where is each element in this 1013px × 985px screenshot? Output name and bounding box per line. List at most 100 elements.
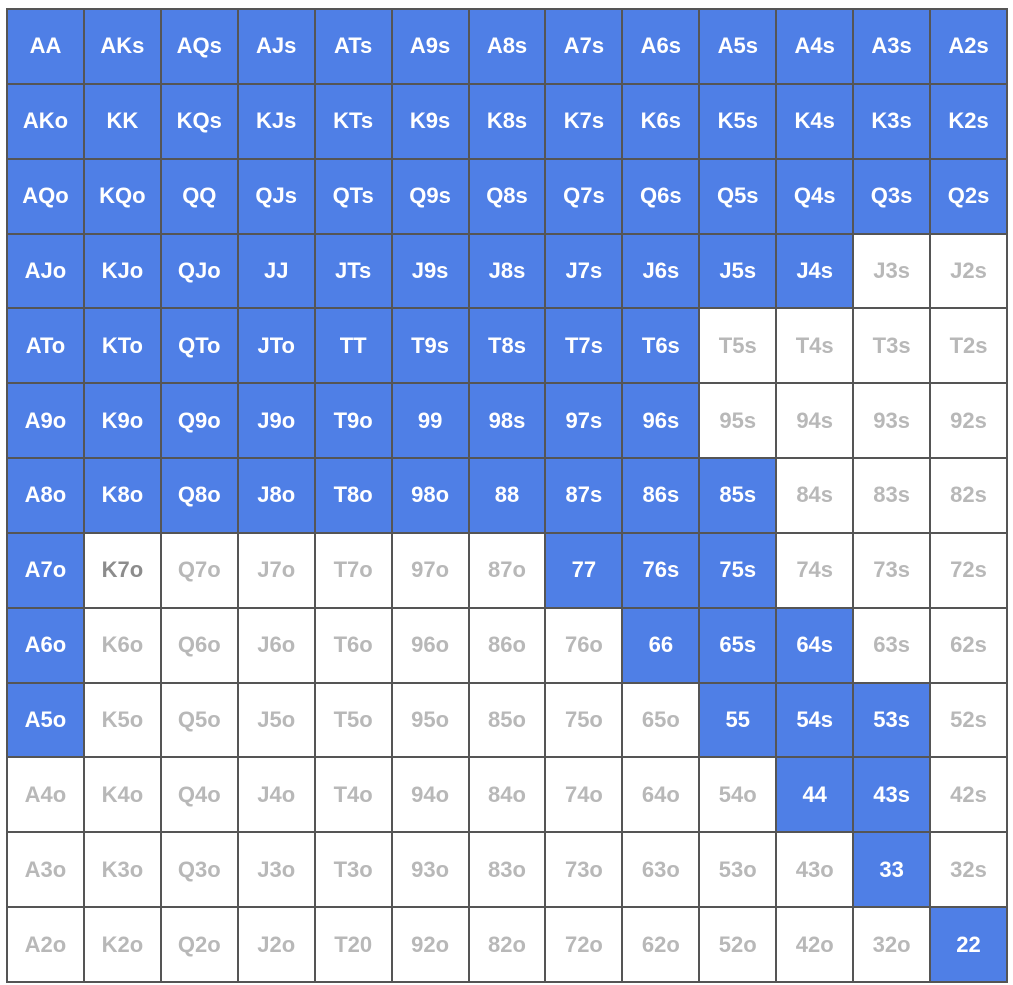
hand-cell-95o[interactable]: 95o <box>392 683 470 759</box>
hand-cell-kto[interactable]: KTo <box>84 309 162 385</box>
hand-cell-qjo[interactable]: QJo <box>161 234 239 310</box>
hand-cell-76s[interactable]: 76s <box>623 533 701 609</box>
hand-cell-a8o[interactable]: A8o <box>8 459 85 534</box>
hand-cell-q8o[interactable]: Q8o <box>161 459 239 534</box>
hand-cell-33[interactable]: 33 <box>854 833 932 909</box>
hand-cell-88[interactable]: 88 <box>469 459 547 534</box>
hand-cell-j6s[interactable]: J6s <box>623 234 701 310</box>
hand-cell-t8o[interactable]: T8o <box>315 459 393 534</box>
hand-cell-q7s[interactable]: Q7s <box>546 159 624 235</box>
hand-cell-aqo[interactable]: AQo <box>8 159 85 235</box>
hand-cell-t3o[interactable]: T3o <box>315 833 393 909</box>
hand-cell-k6o[interactable]: K6o <box>84 608 162 684</box>
hand-cell-t6s[interactable]: T6s <box>623 309 701 385</box>
hand-cell-t4o[interactable]: T4o <box>315 758 393 834</box>
hand-cell-a9s[interactable]: A9s <box>392 10 470 85</box>
hand-cell-k2s[interactable]: K2s <box>931 84 1008 160</box>
hand-cell-54o[interactable]: 54o <box>700 758 778 834</box>
hand-cell-tt[interactable]: TT <box>315 309 393 385</box>
hand-cell-j9o[interactable]: J9o <box>238 384 316 460</box>
hand-cell-83s[interactable]: 83s <box>854 459 932 534</box>
hand-cell-aa[interactable]: AA <box>8 10 85 85</box>
hand-cell-q6o[interactable]: Q6o <box>161 608 239 684</box>
hand-cell-a9o[interactable]: A9o <box>8 384 85 460</box>
hand-cell-k5o[interactable]: K5o <box>84 683 162 759</box>
hand-cell-64s[interactable]: 64s <box>777 608 855 684</box>
hand-cell-k4o[interactable]: K4o <box>84 758 162 834</box>
hand-cell-j7o[interactable]: J7o <box>238 533 316 609</box>
hand-cell-k9o[interactable]: K9o <box>84 384 162 460</box>
hand-cell-74o[interactable]: 74o <box>546 758 624 834</box>
hand-cell-42o[interactable]: 42o <box>777 908 855 983</box>
hand-cell-74s[interactable]: 74s <box>777 533 855 609</box>
hand-cell-52s[interactable]: 52s <box>931 683 1008 759</box>
hand-cell-55[interactable]: 55 <box>700 683 778 759</box>
hand-cell-ajo[interactable]: AJo <box>8 234 85 310</box>
hand-cell-t7s[interactable]: T7s <box>546 309 624 385</box>
hand-cell-94o[interactable]: 94o <box>392 758 470 834</box>
hand-cell-t4s[interactable]: T4s <box>777 309 855 385</box>
hand-cell-k4s[interactable]: K4s <box>777 84 855 160</box>
hand-cell-72s[interactable]: 72s <box>931 533 1008 609</box>
hand-cell-qts[interactable]: QTs <box>315 159 393 235</box>
hand-cell-a4o[interactable]: A4o <box>8 758 85 834</box>
hand-cell-92o[interactable]: 92o <box>392 908 470 983</box>
hand-cell-76o[interactable]: 76o <box>546 608 624 684</box>
hand-cell-kjo[interactable]: KJo <box>84 234 162 310</box>
hand-cell-93o[interactable]: 93o <box>392 833 470 909</box>
hand-cell-j4s[interactable]: J4s <box>777 234 855 310</box>
hand-cell-63o[interactable]: 63o <box>623 833 701 909</box>
hand-cell-j5s[interactable]: J5s <box>700 234 778 310</box>
hand-cell-43o[interactable]: 43o <box>777 833 855 909</box>
hand-cell-86s[interactable]: 86s <box>623 459 701 534</box>
hand-cell-72o[interactable]: 72o <box>546 908 624 983</box>
hand-cell-a2o[interactable]: A2o <box>8 908 85 983</box>
hand-cell-99[interactable]: 99 <box>392 384 470 460</box>
hand-cell-q9o[interactable]: Q9o <box>161 384 239 460</box>
hand-cell-85o[interactable]: 85o <box>469 683 547 759</box>
hand-cell-82s[interactable]: 82s <box>931 459 1008 534</box>
hand-cell-a3o[interactable]: A3o <box>8 833 85 909</box>
hand-cell-73o[interactable]: 73o <box>546 833 624 909</box>
hand-cell-qto[interactable]: QTo <box>161 309 239 385</box>
hand-cell-a6o[interactable]: A6o <box>8 608 85 684</box>
hand-cell-ats[interactable]: ATs <box>315 10 393 85</box>
hand-cell-t5s[interactable]: T5s <box>700 309 778 385</box>
hand-cell-q9s[interactable]: Q9s <box>392 159 470 235</box>
hand-cell-t9s[interactable]: T9s <box>392 309 470 385</box>
hand-cell-a5s[interactable]: A5s <box>700 10 778 85</box>
hand-cell-54s[interactable]: 54s <box>777 683 855 759</box>
hand-cell-kqo[interactable]: KQo <box>84 159 162 235</box>
hand-cell-kts[interactable]: KTs <box>315 84 393 160</box>
hand-cell-qjs[interactable]: QJs <box>238 159 316 235</box>
hand-cell-j4o[interactable]: J4o <box>238 758 316 834</box>
hand-cell-52o[interactable]: 52o <box>700 908 778 983</box>
hand-cell-q3o[interactable]: Q3o <box>161 833 239 909</box>
hand-cell-t6o[interactable]: T6o <box>315 608 393 684</box>
hand-cell-96s[interactable]: 96s <box>623 384 701 460</box>
hand-cell-k7o[interactable]: K7o <box>84 533 162 609</box>
hand-cell-k3o[interactable]: K3o <box>84 833 162 909</box>
hand-cell-a8s[interactable]: A8s <box>469 10 547 85</box>
hand-cell-77[interactable]: 77 <box>546 533 624 609</box>
hand-cell-53s[interactable]: 53s <box>854 683 932 759</box>
hand-cell-q2o[interactable]: Q2o <box>161 908 239 983</box>
hand-cell-98o[interactable]: 98o <box>392 459 470 534</box>
hand-cell-k9s[interactable]: K9s <box>392 84 470 160</box>
hand-cell-62o[interactable]: 62o <box>623 908 701 983</box>
hand-cell-q2s[interactable]: Q2s <box>931 159 1008 235</box>
hand-cell-83o[interactable]: 83o <box>469 833 547 909</box>
hand-cell-q3s[interactable]: Q3s <box>854 159 932 235</box>
hand-cell-t20[interactable]: T20 <box>315 908 393 983</box>
hand-cell-22[interactable]: 22 <box>931 908 1008 983</box>
hand-cell-j7s[interactable]: J7s <box>546 234 624 310</box>
hand-cell-73s[interactable]: 73s <box>854 533 932 609</box>
hand-cell-85s[interactable]: 85s <box>700 459 778 534</box>
hand-cell-q5o[interactable]: Q5o <box>161 683 239 759</box>
hand-cell-65o[interactable]: 65o <box>623 683 701 759</box>
hand-cell-t3s[interactable]: T3s <box>854 309 932 385</box>
hand-cell-q4o[interactable]: Q4o <box>161 758 239 834</box>
hand-cell-kk[interactable]: KK <box>84 84 162 160</box>
hand-cell-j6o[interactable]: J6o <box>238 608 316 684</box>
hand-cell-t5o[interactable]: T5o <box>315 683 393 759</box>
